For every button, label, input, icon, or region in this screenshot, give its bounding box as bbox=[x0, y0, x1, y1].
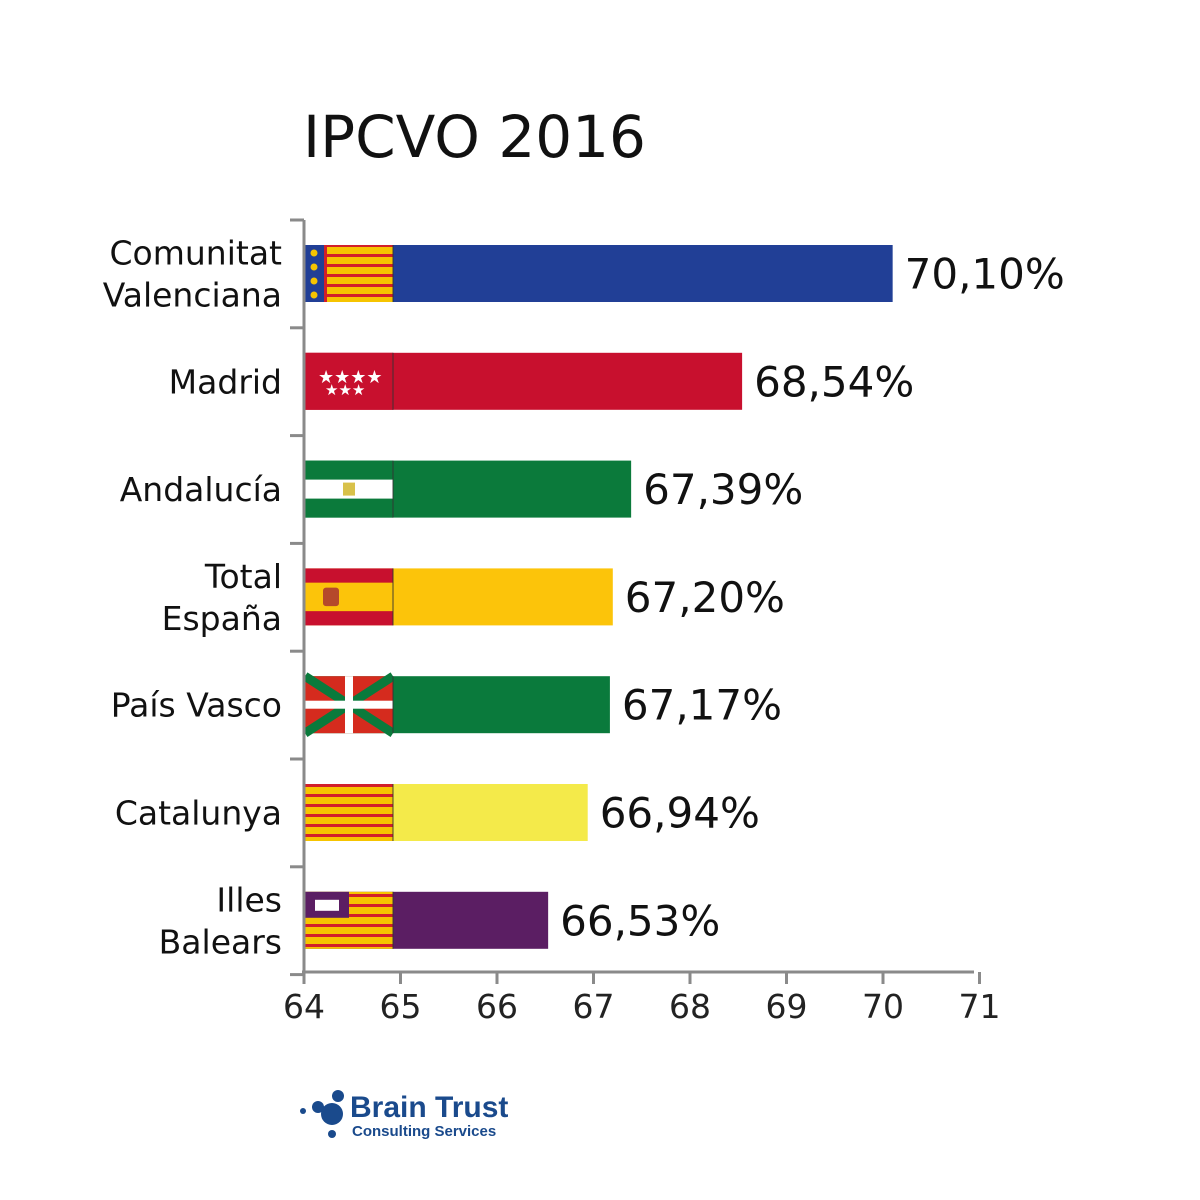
x-tick-label: 66 bbox=[476, 987, 518, 1026]
svg-text:★★★★: ★★★★ bbox=[318, 367, 383, 388]
value-label: 66,53% bbox=[560, 896, 720, 945]
chart-title: IPCVO 2016 bbox=[303, 103, 646, 171]
category-label: Total bbox=[204, 557, 282, 596]
logo-name: Brain Trust bbox=[350, 1091, 508, 1124]
x-tick-label: 70 bbox=[862, 987, 904, 1026]
balearic-flag-icon bbox=[305, 891, 394, 949]
category-label: Comunitat bbox=[110, 234, 283, 273]
category-label: Catalunya bbox=[115, 794, 282, 833]
category-label: Andalucía bbox=[120, 470, 282, 509]
category-label: Madrid bbox=[169, 362, 282, 401]
svg-text:★★★: ★★★ bbox=[325, 381, 365, 399]
spain-flag-icon bbox=[305, 568, 394, 626]
madrid-flag-icon: ★★★★★★★ bbox=[305, 352, 394, 410]
x-tick-label: 67 bbox=[573, 987, 615, 1026]
x-tick-label: 71 bbox=[959, 987, 1001, 1026]
category-label: Valenciana bbox=[103, 276, 282, 315]
logo-dot-bottom-icon bbox=[328, 1130, 336, 1138]
logo-dot-large-icon bbox=[321, 1103, 343, 1125]
logo-dot-top-icon bbox=[332, 1090, 344, 1102]
value-label: 68,54% bbox=[754, 357, 914, 406]
x-tick-label: 65 bbox=[380, 987, 422, 1026]
category-label: Balears bbox=[159, 922, 282, 961]
value-label: 67,17% bbox=[622, 681, 782, 730]
x-tick-label: 64 bbox=[283, 987, 325, 1026]
value-label: 67,20% bbox=[625, 573, 785, 622]
value-label: 66,94% bbox=[600, 789, 760, 838]
category-label: País Vasco bbox=[111, 686, 282, 725]
bar bbox=[304, 245, 893, 302]
value-label: 70,10% bbox=[905, 250, 1065, 299]
basque-flag-icon bbox=[302, 672, 396, 737]
valencia-flag-icon bbox=[305, 245, 394, 302]
category-label: España bbox=[162, 599, 282, 638]
category-label: Illes bbox=[216, 880, 282, 919]
x-tick-label: 68 bbox=[669, 987, 711, 1026]
brain-trust-logo: Brain Trust Consulting Services bbox=[300, 1090, 508, 1140]
logo-dot-medium-icon bbox=[312, 1101, 324, 1113]
logo-dot-small-icon bbox=[300, 1108, 306, 1114]
x-tick-label: 69 bbox=[766, 987, 808, 1026]
catalonia-flag-icon bbox=[305, 784, 394, 841]
andalucia-flag-icon bbox=[305, 460, 394, 518]
value-label: 67,39% bbox=[643, 465, 803, 514]
logo-subtitle: Consulting Services bbox=[352, 1123, 496, 1140]
